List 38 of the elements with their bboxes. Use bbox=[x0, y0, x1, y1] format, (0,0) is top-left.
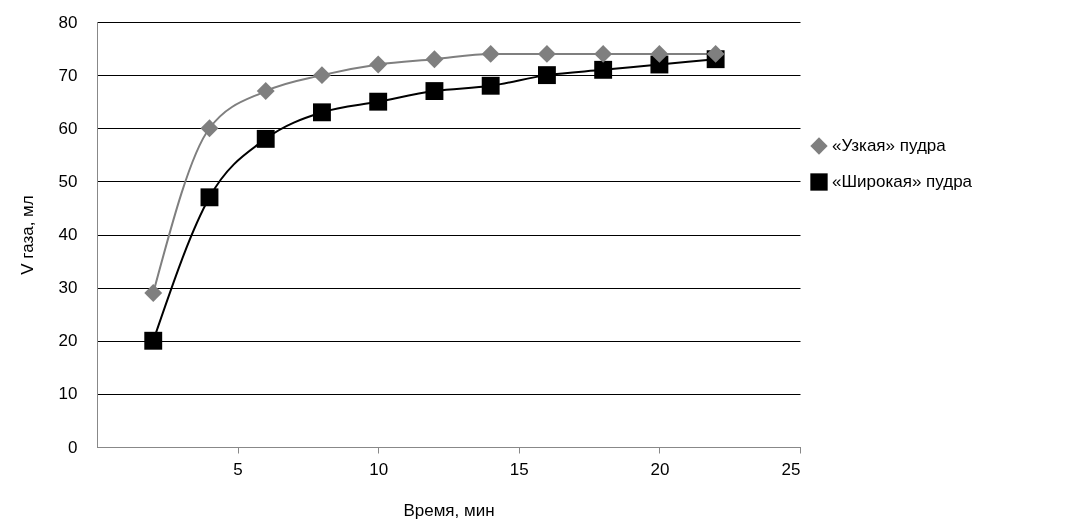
point bbox=[200, 188, 219, 207]
x-tick-label: 10 bbox=[369, 459, 389, 479]
point bbox=[650, 44, 669, 63]
point bbox=[369, 55, 388, 74]
point bbox=[481, 76, 500, 95]
point bbox=[313, 66, 331, 85]
point bbox=[425, 82, 444, 101]
legend-label: «Широкая» пудра bbox=[832, 172, 973, 191]
point bbox=[537, 66, 556, 85]
point bbox=[594, 60, 613, 79]
y-tick-label: 0 bbox=[68, 437, 78, 457]
point bbox=[706, 44, 725, 63]
y-tick-label: 30 bbox=[58, 278, 78, 298]
y-tick-label: 80 bbox=[58, 12, 78, 32]
y-tick-label: 50 bbox=[58, 171, 78, 191]
point bbox=[144, 331, 163, 350]
x-tick-label: 25 bbox=[781, 459, 801, 479]
y-tick-label: 10 bbox=[58, 384, 78, 404]
point bbox=[594, 44, 613, 63]
point bbox=[144, 283, 163, 302]
point bbox=[256, 129, 275, 148]
point bbox=[537, 44, 556, 63]
x-tick-label: 5 bbox=[233, 459, 243, 479]
y-tick-label: 70 bbox=[58, 65, 78, 85]
point bbox=[313, 103, 331, 122]
point bbox=[256, 82, 275, 101]
legend-label: «Узкая» пудра bbox=[832, 136, 947, 155]
point bbox=[200, 119, 219, 138]
y-tick-label: 60 bbox=[58, 118, 78, 138]
y-tick-label: 40 bbox=[58, 225, 78, 244]
x-tick-label: 20 bbox=[650, 459, 670, 479]
point bbox=[481, 44, 500, 63]
x-tick-label: 15 bbox=[509, 459, 529, 479]
x-axis-title: Время, мин bbox=[403, 500, 495, 520]
point bbox=[425, 50, 444, 69]
point bbox=[369, 92, 388, 111]
y-axis-title: V газа, мл bbox=[17, 195, 37, 275]
y-tick-label: 20 bbox=[58, 331, 78, 351]
